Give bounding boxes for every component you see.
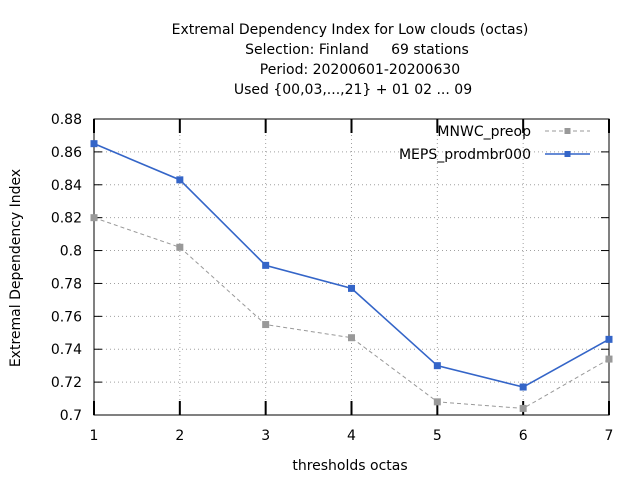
x-tick-label: 6: [519, 428, 528, 444]
series-layer: [90, 140, 613, 412]
x-tick-label: 2: [175, 428, 184, 444]
y-tick-label: 0.78: [51, 276, 82, 292]
data-point-MNWC_preop: [433, 398, 441, 406]
chart-title-line-2: Selection: Finland 69 stations: [245, 42, 469, 58]
y-axis-ticks: 0.7 0.72 0.74 0.76 0.78 0.8 0.82 0.84 0.86 0.88: [51, 112, 609, 424]
data-point-MEPS_prodmbr000: [605, 335, 613, 343]
chart-title-line-1: Extremal Dependency Index for Low clouds…: [172, 22, 529, 38]
legend-marker-MNWC_preop: [564, 128, 571, 134]
y-tick-label: 0.74: [51, 342, 82, 358]
y-tick-label: 0.84: [51, 178, 82, 194]
chart-title-line-3: Period: 20200601-20200630: [260, 62, 460, 78]
data-point-MNWC_preop: [348, 334, 355, 342]
x-tick-label: 3: [261, 428, 270, 444]
x-axis-label: thresholds octas: [292, 458, 407, 474]
grid-layer: [94, 119, 609, 415]
data-point-MEPS_prodmbr000: [348, 284, 355, 292]
y-tick-label: 0.86: [51, 145, 82, 161]
y-tick-label: 0.82: [51, 211, 82, 227]
legend-label-MNWC_preop: MNWC_preop: [437, 124, 531, 140]
y-tick-label: 0.8: [60, 244, 82, 260]
y-tick-label: 0.88: [51, 112, 82, 128]
y-tick-label: 0.7: [60, 408, 82, 424]
data-point-MEPS_prodmbr000: [519, 383, 527, 391]
data-point-MNWC_preop: [90, 214, 98, 222]
data-point-MEPS_prodmbr000: [433, 362, 441, 370]
x-tick-label: 5: [433, 428, 442, 444]
data-point-MEPS_prodmbr000: [262, 261, 270, 269]
y-tick-label: 0.72: [51, 375, 82, 391]
x-tick-label: 4: [347, 428, 356, 444]
data-point-MNWC_preop: [519, 404, 527, 412]
x-tick-label: 1: [90, 428, 99, 444]
x-tick-label: 7: [605, 428, 614, 444]
y-tick-label: 0.76: [51, 309, 82, 325]
legend-marker-MEPS_prodmbr000: [564, 151, 571, 157]
data-point-MEPS_prodmbr000: [176, 176, 184, 184]
chart-title-line-4: Used {00,03,...,21} + 01 02 ... 09: [234, 82, 472, 98]
series-line-MEPS_prodmbr000: [93, 142, 610, 388]
data-point-MNWC_preop: [605, 355, 613, 363]
data-point-MNWC_preop: [262, 321, 270, 329]
x-axis-ticks: 1 2 3 4 5 6 7: [90, 119, 614, 444]
legend-label-MEPS_prodmbr000: MEPS_prodmbr000: [399, 147, 531, 163]
legend: MNWC_preop MEPS_prodmbr000: [399, 124, 590, 163]
data-point-MNWC_preop: [176, 243, 184, 251]
data-point-MEPS_prodmbr000: [90, 140, 98, 148]
y-axis-label: Extremal Dependency Index: [8, 169, 24, 367]
